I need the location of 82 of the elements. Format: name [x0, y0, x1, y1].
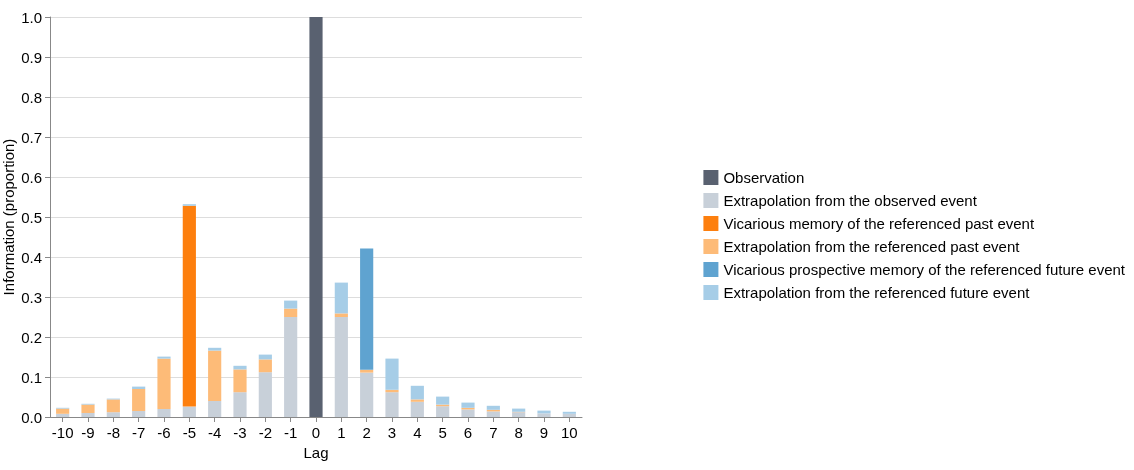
bar — [56, 413, 70, 417]
bar — [334, 313, 348, 317]
x-tick-label: -1 — [283, 424, 298, 441]
bar — [182, 406, 196, 417]
bar — [334, 317, 348, 417]
bar — [461, 409, 475, 417]
x-tick-label: -9 — [81, 424, 95, 441]
y-tick-label: 0.4 — [21, 248, 42, 266]
x-tick-label: 6 — [463, 424, 473, 441]
x-tick-label: 2 — [362, 424, 371, 441]
bar — [410, 385, 424, 400]
x-tick-label: -10 — [51, 424, 74, 441]
x-tick-label: -2 — [258, 424, 273, 441]
y-tick-label: 0.1 — [21, 368, 42, 386]
bar — [334, 282, 348, 314]
bar — [182, 205, 196, 407]
x-tick-label: -8 — [106, 424, 121, 441]
y-tick-label: 1.0 — [21, 8, 42, 26]
y-tick-label: 0.5 — [21, 208, 42, 226]
bar — [208, 347, 222, 351]
x-tick-label: -6 — [157, 424, 171, 441]
legend-label: Vicarious prospective memory of the referenced future event — [723, 261, 1126, 278]
bar — [157, 409, 171, 417]
bar — [284, 308, 298, 317]
bar — [132, 389, 146, 411]
x-tick-label: -4 — [207, 424, 222, 441]
x-tick-label: -5 — [182, 424, 197, 441]
bar — [106, 399, 120, 413]
bar — [157, 358, 171, 409]
bar — [436, 396, 450, 405]
bar — [385, 358, 399, 390]
legend-label: Extrapolation from the observed event — [723, 192, 978, 209]
x-tick-label: -3 — [233, 424, 247, 441]
x-tick-label: 1 — [337, 424, 346, 441]
bar — [258, 359, 272, 373]
bar — [360, 369, 374, 373]
bar — [385, 392, 399, 417]
y-tick-label: 0.7 — [21, 128, 42, 146]
x-tick-label: 4 — [413, 424, 422, 441]
bar — [233, 392, 247, 417]
x-tick-label: -7 — [131, 424, 146, 441]
bar — [284, 300, 298, 309]
x-tick-label: 5 — [438, 424, 447, 441]
x-tick-label: 0 — [311, 424, 321, 441]
legend-label: Extrapolation from the referenced future event — [723, 284, 1031, 301]
y-tick-label: 0.9 — [21, 48, 42, 66]
bar — [461, 402, 475, 408]
bar — [512, 412, 526, 417]
bar — [436, 406, 450, 417]
x-tick-label: 9 — [539, 424, 549, 441]
bar — [106, 412, 120, 417]
x-axis-title: Lag — [303, 444, 329, 461]
y-tick-label: 0.8 — [21, 88, 42, 106]
bar — [208, 401, 222, 417]
y-tick-label: 0.6 — [21, 168, 42, 186]
x-tick-label: 3 — [387, 424, 397, 441]
legend-label: Observation — [723, 169, 805, 186]
bar — [360, 372, 374, 417]
bar — [410, 401, 424, 417]
bar — [309, 17, 323, 417]
y-tick-label: 0.2 — [21, 328, 42, 346]
legend-label: Vicarious memory of the referenced past event — [723, 215, 1035, 232]
bar — [284, 317, 298, 417]
bar — [56, 408, 70, 414]
bar — [132, 411, 146, 417]
y-axis-title: Information (proportion) — [0, 138, 17, 296]
bar — [208, 350, 222, 401]
bar — [410, 399, 424, 402]
y-tick-label: 0.0 — [21, 408, 42, 426]
legend-label: Extrapolation from the referenced past event — [723, 238, 1021, 255]
bar — [81, 413, 95, 417]
x-tick-label: 7 — [489, 424, 498, 441]
bar — [233, 369, 247, 393]
y-tick-label: 0.3 — [21, 288, 42, 306]
bar — [486, 405, 500, 410]
x-tick-label: 10 — [560, 424, 578, 441]
bar — [360, 248, 374, 370]
bar — [157, 356, 171, 359]
bar — [81, 404, 95, 413]
bar — [258, 372, 272, 417]
bar — [486, 411, 500, 417]
x-tick-label: 8 — [514, 424, 523, 441]
